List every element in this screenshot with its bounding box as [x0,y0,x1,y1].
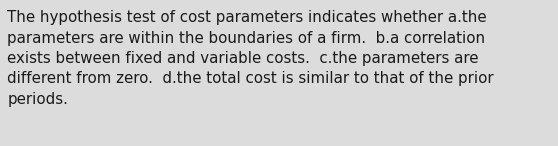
Text: The hypothesis test of cost parameters indicates whether a.the
parameters are wi: The hypothesis test of cost parameters i… [7,10,494,107]
